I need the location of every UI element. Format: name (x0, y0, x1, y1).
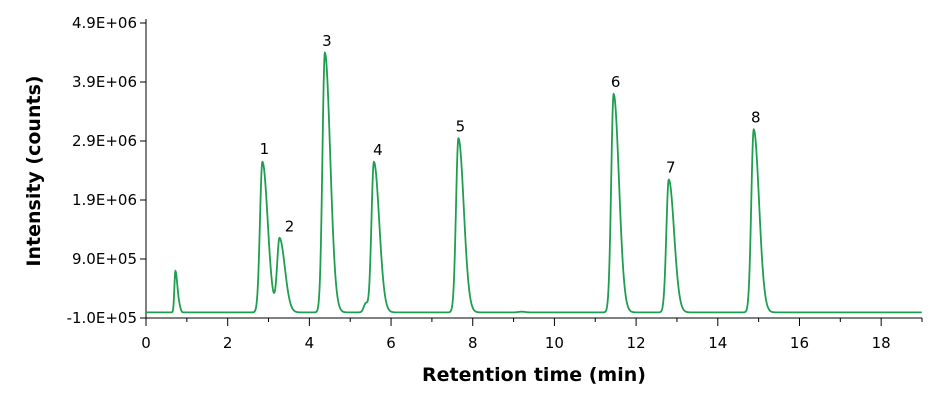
x-axis-title: Retention time (min) (422, 364, 646, 386)
peak-label-2: 2 (285, 218, 295, 236)
peak-labels: 1 2 3 4 5 6 7 8 (260, 32, 761, 236)
peak-label-8: 8 (751, 108, 761, 126)
y-tick-label: 9.0E+05 (72, 250, 137, 268)
peak-label-6: 6 (611, 73, 621, 91)
x-tick-label: 10 (545, 334, 564, 352)
y-axis-title: Intensity (counts) (23, 75, 45, 266)
y-tick-label: 3.9E+06 (72, 73, 137, 91)
peak-label-1: 1 (260, 140, 270, 158)
x-tick-label: 14 (708, 334, 727, 352)
y-tick-label: -1.0E+05 (67, 309, 137, 327)
peak-label-7: 7 (666, 159, 676, 177)
peak-label-3: 3 (322, 32, 332, 50)
x-tick-label: 2 (223, 334, 233, 352)
chromatogram-trace (146, 51, 922, 314)
x-tick-label: 18 (872, 334, 891, 352)
x-tick-label: 6 (386, 334, 396, 352)
x-tick-label: 8 (468, 334, 478, 352)
x-tick-label: 4 (305, 334, 315, 352)
x-axis-ticks: 0 2 4 6 8 10 12 14 16 18 (141, 318, 923, 352)
y-axis-ticks: -1.0E+05 9.0E+05 1.9E+06 2.9E+06 3.9E+06 4.9E… (67, 14, 146, 327)
peak-label-5: 5 (456, 117, 466, 135)
y-tick-label: 2.9E+06 (72, 132, 137, 150)
x-tick-label: 12 (627, 334, 646, 352)
y-tick-label: 1.9E+06 (72, 191, 137, 209)
x-tick-label: 16 (790, 334, 809, 352)
x-tick-label: 0 (141, 334, 151, 352)
y-tick-label: 4.9E+06 (72, 14, 137, 32)
peak-label-4: 4 (373, 141, 383, 159)
